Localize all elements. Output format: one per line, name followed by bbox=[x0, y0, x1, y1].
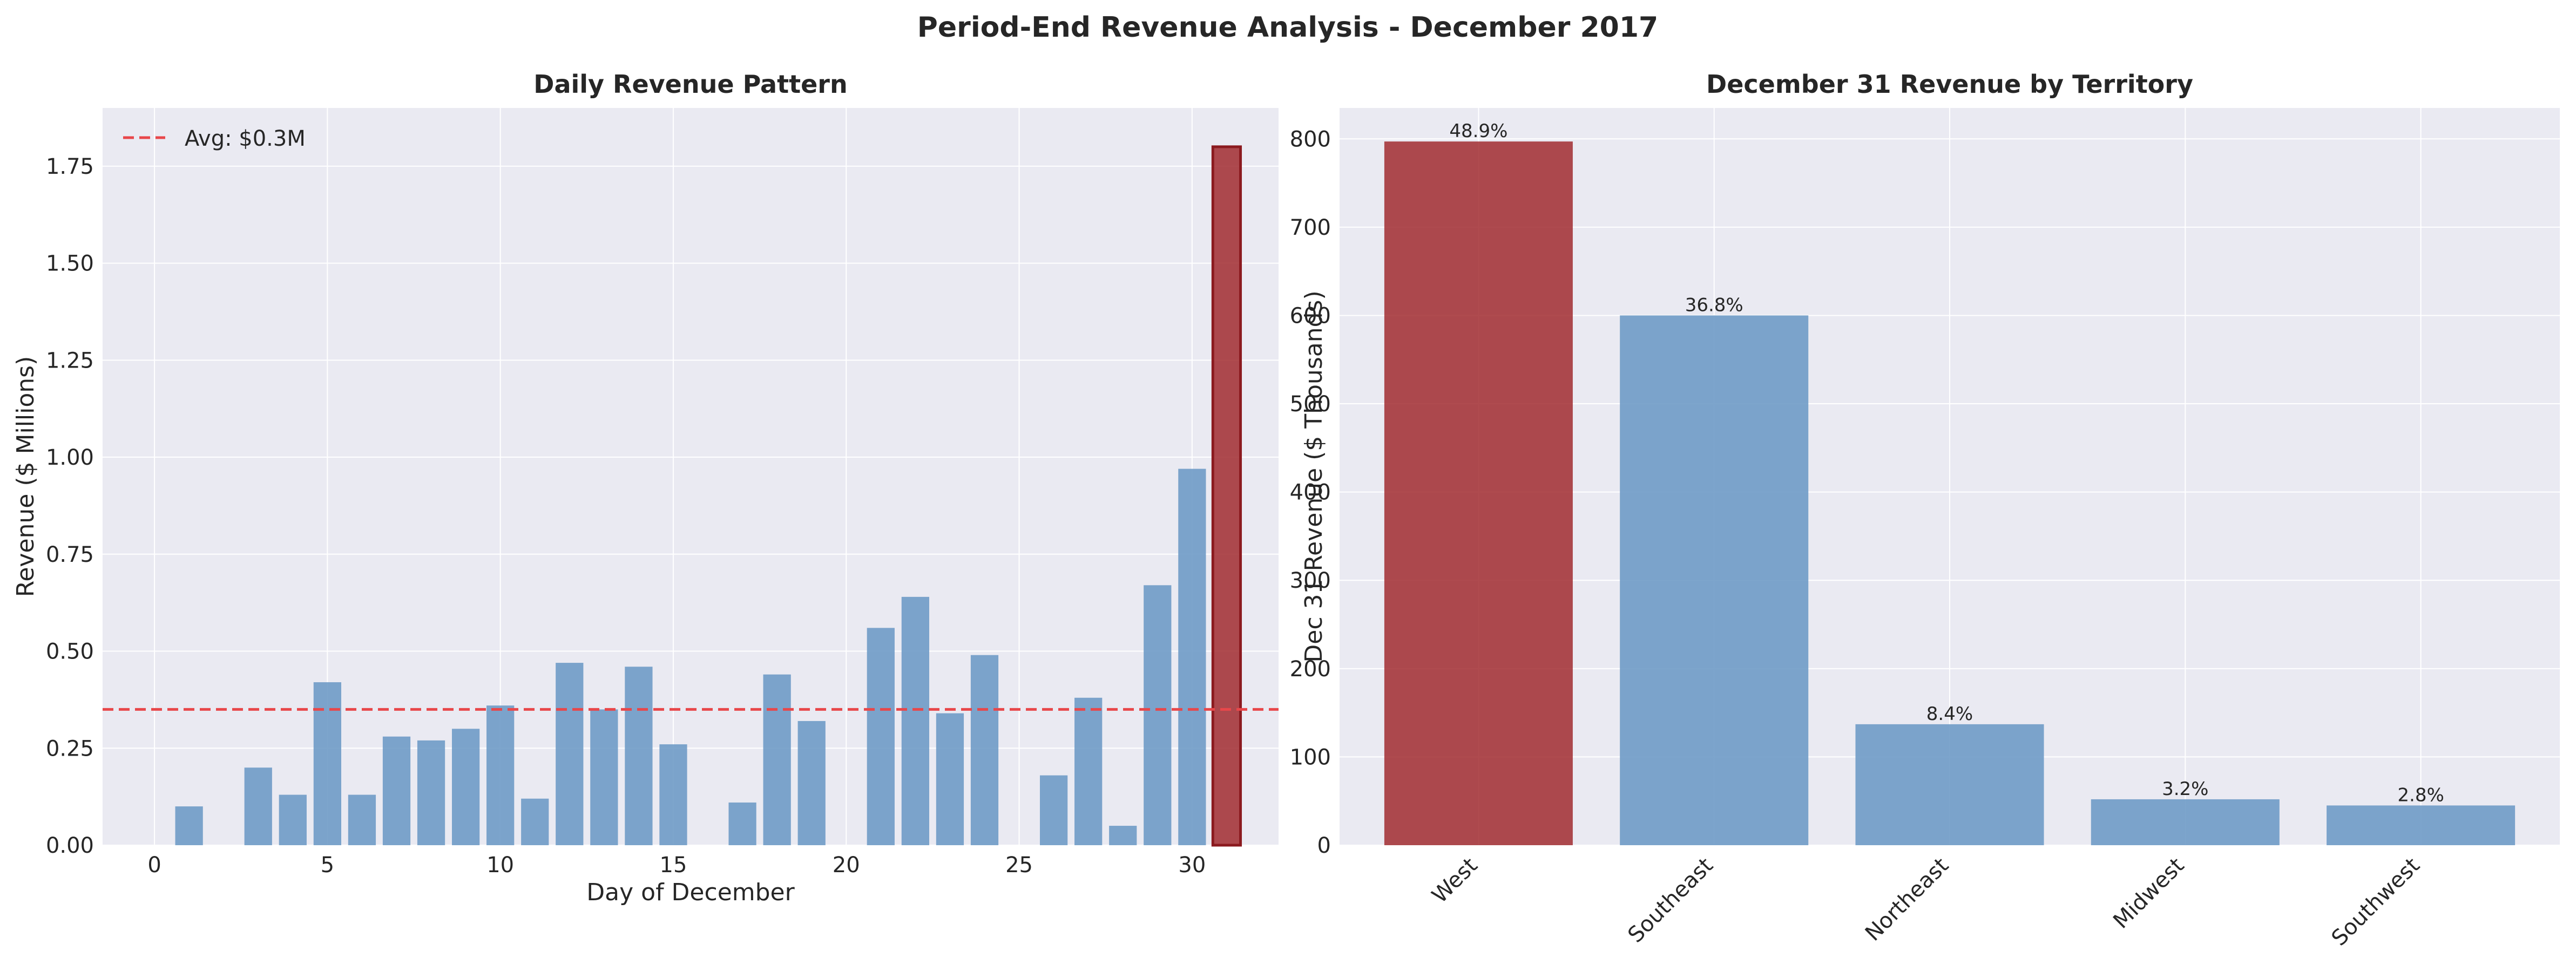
y-tick-label: 0.25 bbox=[46, 736, 94, 761]
x-tick-label-midwest: Midwest bbox=[2108, 853, 2189, 934]
data-label-northeast: 8.4% bbox=[1926, 703, 1973, 725]
bar-day-11 bbox=[521, 798, 549, 845]
bar-midwest bbox=[2091, 799, 2280, 845]
x-tick-label-west: West bbox=[1427, 853, 1482, 908]
bar-day-6 bbox=[348, 794, 376, 845]
y-tick-label: 0.00 bbox=[46, 833, 94, 858]
y-tick-label: 0.50 bbox=[46, 640, 94, 664]
y-ticks-left: 0.00 0.25 0.50 0.75 1.00 1.25 1.50 1.75 bbox=[46, 154, 94, 858]
bar-day-19 bbox=[797, 721, 826, 845]
bar-day-17 bbox=[728, 802, 756, 845]
bar-day-30 bbox=[1178, 468, 1206, 845]
figure-suptitle: Period-End Revenue Analysis - December 2… bbox=[917, 11, 1658, 44]
y-tick-label: 400 bbox=[1290, 480, 1331, 505]
y-tick-label: 500 bbox=[1290, 392, 1331, 417]
y-tick-label: 1.50 bbox=[46, 252, 94, 276]
y-tick-label: 700 bbox=[1290, 215, 1331, 240]
legend-avg-label: Avg: $0.3M bbox=[185, 126, 306, 151]
bar-day-31 bbox=[1211, 145, 1242, 847]
x-tick-label-northeast: Northeast bbox=[1861, 853, 1953, 946]
x-axis-label-left: Day of December bbox=[586, 879, 795, 906]
bar-southeast bbox=[1620, 315, 1809, 845]
y-tick-label: 1.75 bbox=[46, 154, 94, 179]
bar-day-23 bbox=[936, 713, 964, 845]
data-label-midwest: 3.2% bbox=[2162, 778, 2208, 800]
x-ticks-left: 0 5 10 15 20 25 30 bbox=[147, 853, 1206, 878]
bar-day-18 bbox=[763, 674, 791, 845]
bar-day-1 bbox=[175, 806, 203, 845]
chart-daily-revenue: 0 5 10 15 20 25 30 0.00 0.25 0.50 0.75 1.00 1.25 1.5… bbox=[12, 70, 1279, 906]
bar-day-24 bbox=[970, 655, 999, 845]
x-tick-label: 0 bbox=[147, 853, 161, 878]
bar-day-5 bbox=[313, 682, 342, 845]
y-axis-label-left: Revenue ($ Millions) bbox=[12, 356, 39, 597]
bar-day-4 bbox=[279, 794, 307, 845]
bars-right: 48.9% 36.8% 8.4% 3.2% 2.8% bbox=[1384, 120, 2516, 845]
y-tick-label: 0 bbox=[1317, 833, 1331, 858]
x-tick-label: 5 bbox=[321, 853, 334, 878]
y-axis-label-right: Dec 31 Revenue ($ Thousands) bbox=[1300, 290, 1328, 662]
y-tick-label: 600 bbox=[1290, 303, 1331, 328]
x-tick-label: 25 bbox=[1005, 853, 1033, 878]
bar-day-22 bbox=[901, 596, 930, 845]
bar-day-7 bbox=[382, 736, 411, 845]
bar-day-14 bbox=[625, 667, 653, 845]
bar-northeast bbox=[1855, 724, 2044, 845]
y-tick-label: 100 bbox=[1290, 745, 1331, 770]
y-tick-label: 200 bbox=[1290, 657, 1331, 682]
x-tick-label-southeast: Southeast bbox=[1623, 853, 1718, 948]
bar-day-3 bbox=[244, 767, 272, 845]
x-tick-label: 15 bbox=[660, 853, 687, 878]
bar-day-21 bbox=[867, 628, 895, 845]
y-tick-label: 1.00 bbox=[46, 445, 94, 470]
y-tick-label: 300 bbox=[1290, 568, 1331, 593]
data-label-southwest: 2.8% bbox=[2397, 784, 2444, 806]
y-ticks-right: 0 100 200 300 400 500 600 700 800 bbox=[1290, 127, 1331, 858]
x-tick-label: 30 bbox=[1178, 853, 1206, 878]
x-tick-label-southwest: Southwest bbox=[2327, 853, 2425, 951]
bar-day-15 bbox=[659, 744, 687, 845]
bar-day-8 bbox=[417, 740, 445, 845]
data-label-west: 48.9% bbox=[1449, 120, 1507, 142]
bar-southwest bbox=[2327, 805, 2516, 845]
bar-day-12 bbox=[556, 663, 584, 845]
bar-day-28 bbox=[1109, 826, 1137, 845]
y-tick-label: 800 bbox=[1290, 127, 1331, 152]
y-tick-label: 0.75 bbox=[46, 542, 94, 567]
chart-territory-revenue: 48.9% 36.8% 8.4% 3.2% 2.8% West Southeast Nort… bbox=[1290, 70, 2560, 951]
y-tick-label: 1.25 bbox=[46, 348, 94, 373]
chart-title-left: Daily Revenue Pattern bbox=[533, 70, 847, 99]
chart-title-right: December 31 Revenue by Territory bbox=[1706, 70, 2193, 99]
x-tick-label: 10 bbox=[486, 853, 514, 878]
x-tick-label: 20 bbox=[833, 853, 860, 878]
data-label-southeast: 36.8% bbox=[1685, 294, 1743, 316]
bar-day-10 bbox=[486, 705, 515, 845]
bar-day-9 bbox=[451, 729, 480, 845]
legend-left: Avg: $0.3M bbox=[123, 126, 306, 151]
bar-day-29 bbox=[1144, 585, 1172, 845]
bar-day-26 bbox=[1039, 775, 1068, 845]
x-ticks-right: West Southeast Northeast Midwest Southwest bbox=[1427, 853, 2424, 951]
bars-left bbox=[175, 145, 1242, 847]
bar-day-27 bbox=[1074, 697, 1103, 845]
bar-day-13 bbox=[590, 709, 618, 845]
bar-west bbox=[1384, 141, 1573, 845]
